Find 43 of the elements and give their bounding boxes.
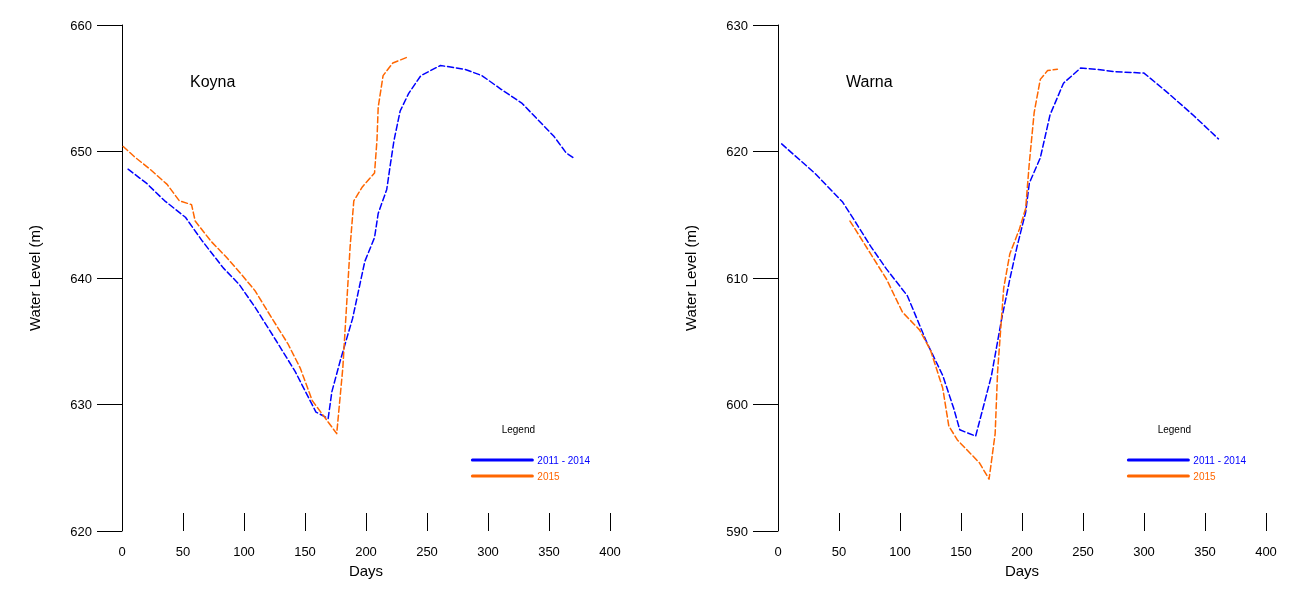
y-tick-label: 640 <box>70 270 92 286</box>
x-tick-label: 350 <box>538 544 560 559</box>
text: 2015 <box>537 470 561 482</box>
text: 2011 - 2014 <box>1193 454 1247 466</box>
legend-title: Legend <box>501 423 536 435</box>
line-series <box>780 67 1220 437</box>
y-tick-label: 630 <box>70 397 92 412</box>
x-tick-label: 300 <box>477 544 499 559</box>
legend-title: Legend <box>1157 423 1192 435</box>
y-tick-label: 650 <box>70 144 92 159</box>
text: 2015 <box>1193 470 1217 482</box>
x-tick-label: 50 <box>175 544 191 559</box>
y-tick-label: 630 <box>726 17 748 33</box>
x-tick-label: 100 <box>889 544 911 559</box>
y-tick-label: 590 <box>726 523 748 539</box>
y-axis-title: Water Level (m) <box>26 224 43 332</box>
line-series <box>127 64 575 420</box>
x-tick-label: 400 <box>599 544 621 559</box>
y-axis-title: Water Level (m) <box>682 224 699 332</box>
text: Warna <box>846 72 893 90</box>
x-tick-label: 400 <box>1255 544 1277 559</box>
x-tick-label: 0 <box>774 544 782 559</box>
x-axis-title: Days <box>1004 562 1040 579</box>
x-tick-label: 0 <box>118 544 126 559</box>
text: Koyna <box>190 72 236 90</box>
y-tick-label: 620 <box>70 523 92 539</box>
x-tick-label: 150 <box>950 544 972 559</box>
x-tick-label: 350 <box>1194 544 1216 559</box>
line-series <box>122 55 410 435</box>
x-tick-label: 250 <box>416 544 438 559</box>
y-tick-label: 620 <box>726 144 748 159</box>
x-tick-label: 200 <box>355 544 377 559</box>
y-tick-label: 610 <box>726 270 748 286</box>
y-tick-label: 600 <box>726 397 748 412</box>
x-tick-label: 150 <box>294 544 316 559</box>
text: 2011 - 2014 <box>537 454 591 466</box>
y-tick-label: 660 <box>70 17 92 33</box>
x-tick-label: 100 <box>233 544 255 559</box>
x-axis-title: Days <box>348 562 384 579</box>
x-tick-label: 300 <box>1133 544 1155 559</box>
x-tick-label: 50 <box>831 544 847 559</box>
x-tick-label: 250 <box>1072 544 1094 559</box>
x-tick-label: 200 <box>1011 544 1033 559</box>
